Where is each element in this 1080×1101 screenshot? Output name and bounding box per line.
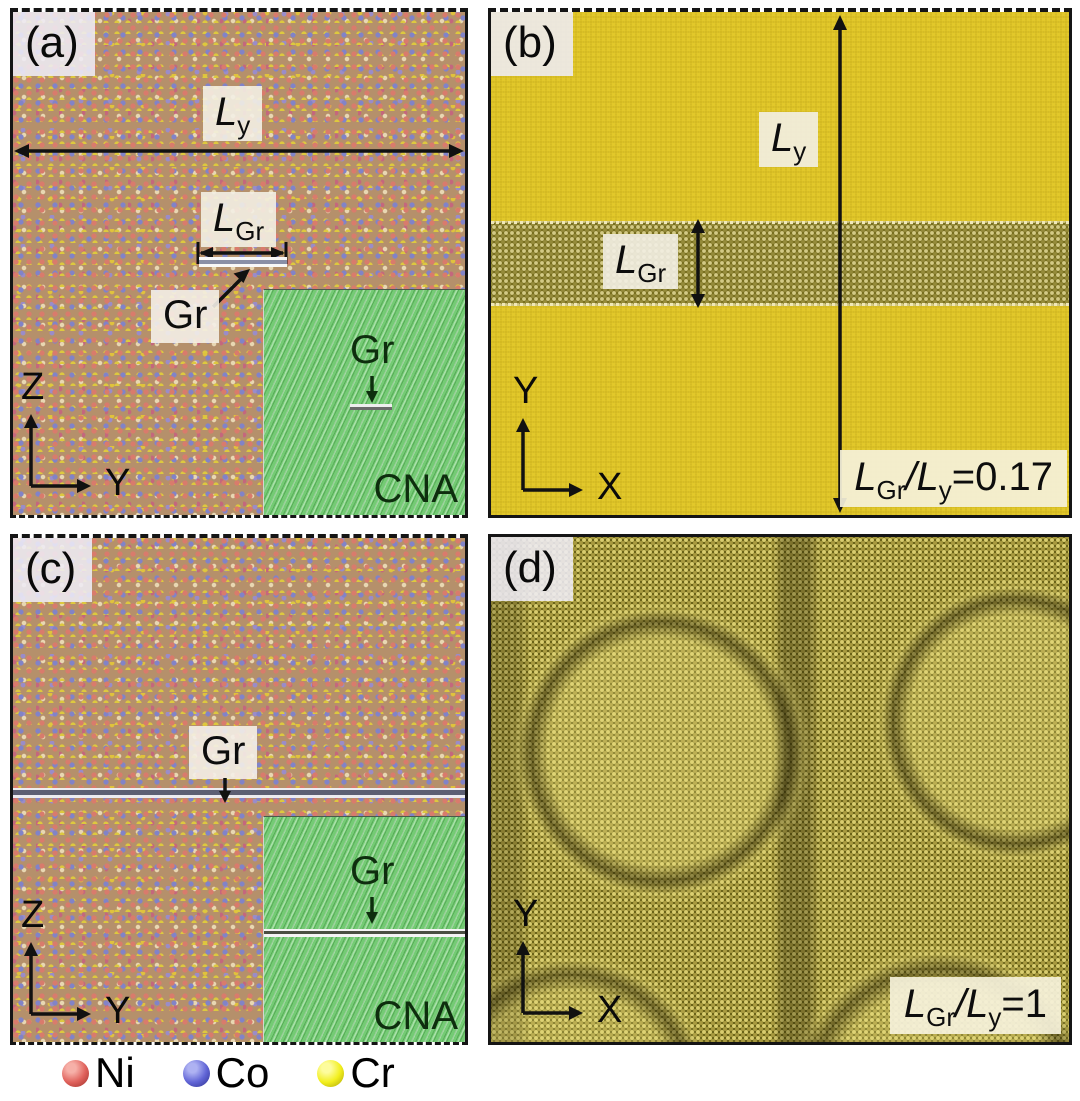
gr-text: Gr [201,729,246,773]
panel-b: Ly LGr Y X LGr/Ly=0.17 (b) [488,8,1072,518]
ly-dimension-arrow [14,144,464,158]
axis-vertical-label: Z [21,894,45,936]
inset-gr-arrow [366,897,378,924]
tag-text: (b) [503,18,557,67]
gr-text: Gr [350,328,395,372]
axes-yx: Y X [509,372,639,508]
gr-pointer-arrow [219,778,231,803]
ly-dimension-label: Ly [203,86,263,141]
label-sub: y [793,136,807,166]
axis-horizontal-label: X [597,989,623,1031]
axes-arrows [516,941,583,1020]
label-base: L [771,116,794,160]
element-legend: Ni Co Cr [62,1046,395,1100]
tag-text: (d) [503,543,557,592]
cr-atom-icon [317,1059,345,1087]
cna-method-label: CNA [374,469,458,509]
cna-text: CNA [373,467,458,511]
cr-label: Cr [350,1049,395,1096]
graphene-layer-line [13,788,465,798]
ratio-n-sub: Gr [876,475,906,505]
ratio-n-base: L [854,455,877,499]
axis-horizontal-label: Y [105,462,131,504]
graphene-moire-texture [491,537,1069,1042]
cna-inset: Gr CNA [263,289,465,515]
ratio-slash: / [955,982,967,1026]
ratio-d-sub: y [938,475,952,505]
inset-gr-arrow [366,376,378,403]
ni-atom-icon [62,1059,89,1087]
ni-label: Ni [95,1049,135,1096]
inset-gr-label: Gr [350,851,394,891]
ratio-n-sub: Gr [926,1002,956,1032]
tag-text: (a) [25,18,79,67]
ratio-n-base: L [903,982,927,1026]
tag-text: (c) [25,544,77,593]
gr-text: Gr [163,293,208,337]
ly-dimension-arrow [833,15,847,513]
axes-arrows [516,418,583,497]
panel-c: Gr Z Y Gr CNA (c) [10,534,468,1045]
axis-vertical-label: Y [513,893,539,935]
axes-arrows [24,942,91,1021]
ratio-d-sub: y [988,1002,1002,1032]
axes-arrows [24,414,91,493]
graphene-strip [199,257,287,267]
ly-dimension-label: Ly [759,112,819,167]
legend-item-co: Co [182,1049,270,1096]
ratio-d-base: L [916,455,939,499]
panel-c-tag: (c) [13,538,93,602]
cna-inset: Gr CNA [263,816,465,1042]
panel-b-tag: (b) [491,12,573,76]
ratio-d-base: L [966,982,989,1026]
label-base: L [215,90,238,134]
cna-text: CNA [373,994,458,1038]
legend-item-cr: Cr [317,1049,395,1096]
axis-horizontal-label: X [597,466,623,508]
legend-item-ni: Ni [62,1052,135,1094]
ratio-value: =0.17 [951,455,1053,499]
inset-graphene-line [264,929,465,937]
ratio-slash: / [905,455,917,499]
inset-gr-label: Gr [350,330,394,370]
label-base: L [213,196,236,240]
axes-yx: Y X [509,895,639,1031]
axis-vertical-label: Y [513,370,539,412]
label-base: L [615,238,638,282]
cna-method-label: CNA [374,996,458,1036]
label-sub: Gr [235,216,265,246]
co-atom-icon [182,1059,210,1087]
ratio-label: LGr/Ly=0.17 [840,450,1067,507]
lgr-dimension-arrow [691,219,705,308]
gr-text: Gr [350,849,395,893]
co-label: Co [215,1049,270,1096]
axis-horizontal-label: Y [105,990,131,1032]
panel-a-tag: (a) [13,12,95,76]
axes-zy: Z Y [17,896,147,1032]
label-sub: Gr [637,258,667,288]
label-sub: y [237,110,251,140]
ratio-value: =1 [1001,982,1047,1026]
gr-label: Gr [151,290,220,343]
axes-zy: Z Y [17,368,147,504]
panel-d: Y X LGr/Ly=1 (d) [488,534,1072,1045]
lgr-dimension-label: LGr [201,192,277,247]
panel-a: Ly LGr Gr Z Y [10,8,468,518]
axis-vertical-label: Z [21,366,45,408]
panel-d-tag: (d) [491,537,573,601]
lgr-dimension-label: LGr [603,234,679,289]
graphene-covered-band [491,221,1069,306]
ratio-label: LGr/Ly=1 [889,977,1061,1034]
gr-label: Gr [189,726,258,779]
inset-graphene-tick [350,404,392,410]
